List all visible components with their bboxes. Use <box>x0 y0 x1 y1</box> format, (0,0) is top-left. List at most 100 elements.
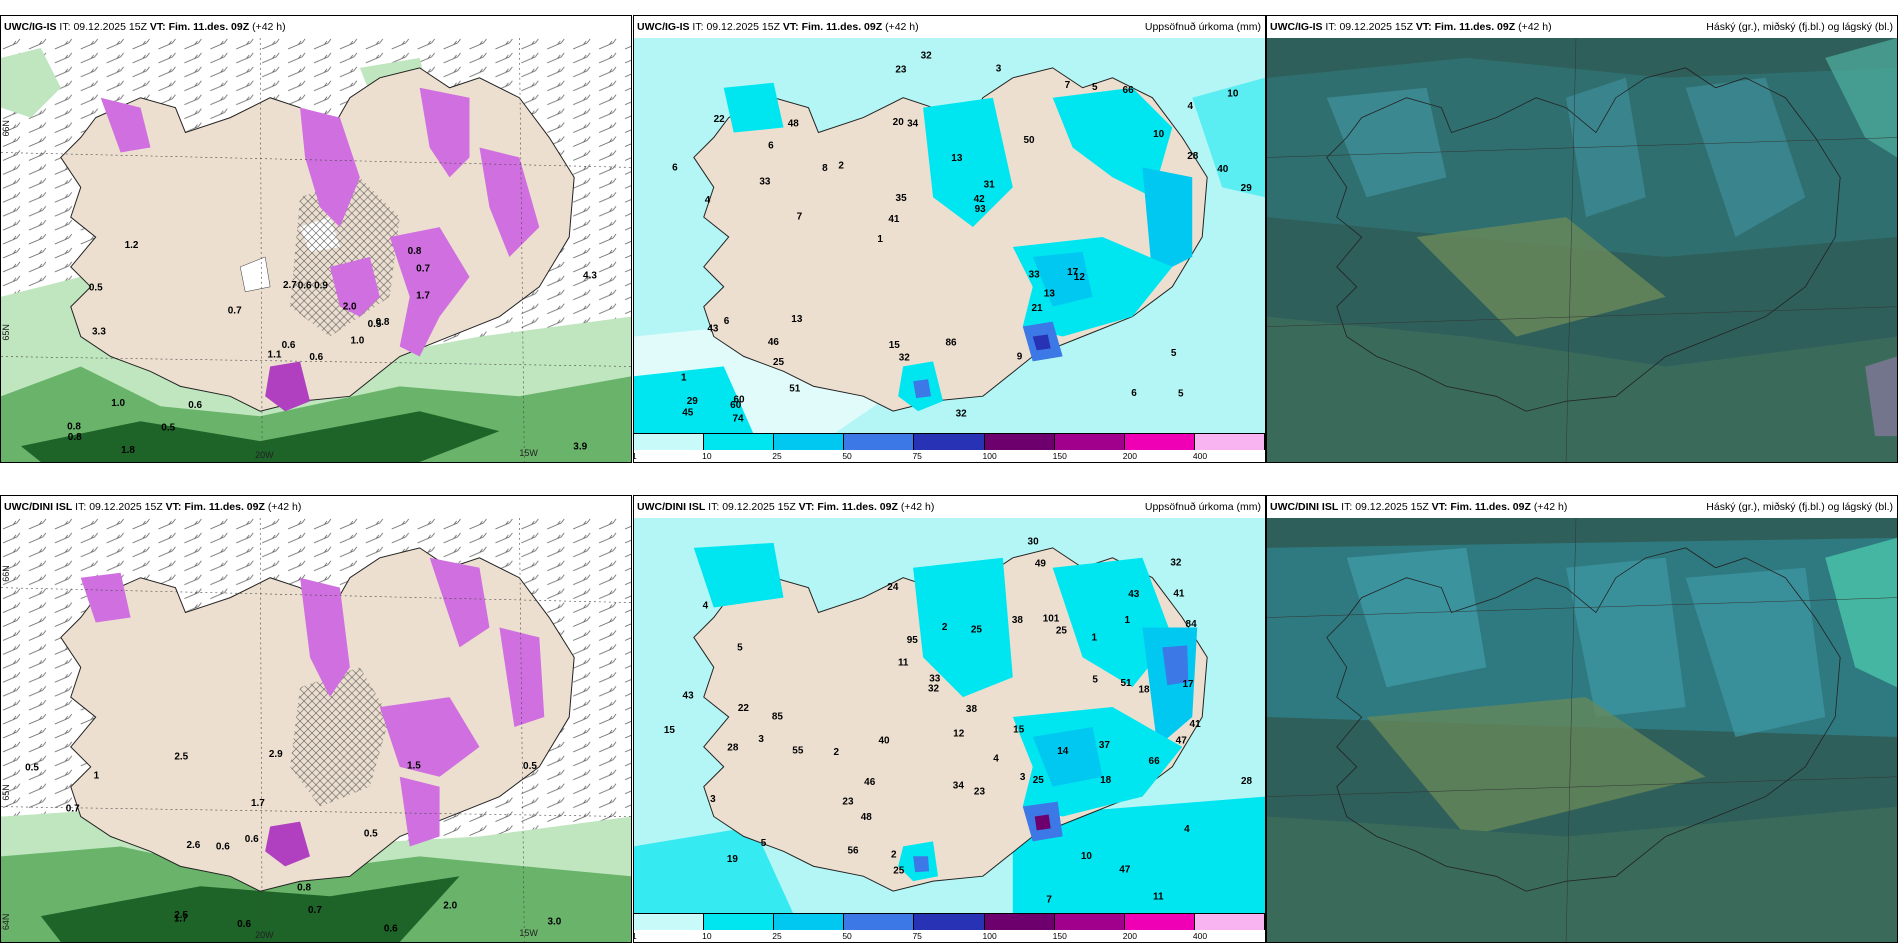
colorbar-segment <box>984 434 1055 450</box>
value-label: 0.7 <box>66 804 80 815</box>
value-label: 43 <box>1128 589 1140 600</box>
valid-time: Fim. 11.des. 09Z <box>184 501 265 513</box>
colorbar-tick: 50 <box>842 451 852 461</box>
value-label: 7 <box>1065 80 1071 91</box>
field-title: Háský (gr.), miðský (fj.bl.) og lágský (… <box>1706 21 1893 33</box>
colorbar-segment <box>774 434 845 450</box>
cloud-map <box>1267 518 1897 942</box>
value-label: 1.5 <box>407 761 421 772</box>
value-label: 95 <box>907 635 919 646</box>
colorbar-segment <box>704 434 775 450</box>
value-label: 2 <box>891 849 897 860</box>
value-label: 0.5 <box>25 763 39 774</box>
colorbar-tick: 25 <box>772 451 782 461</box>
value-label: 29 <box>687 396 699 407</box>
value-label: 2 <box>838 160 844 171</box>
value-label: 31 <box>984 179 996 190</box>
value-label: 32 <box>928 684 940 695</box>
value-label: 25 <box>773 357 785 368</box>
value-label: 47 <box>1176 735 1188 746</box>
value-label: 5 <box>737 643 743 654</box>
value-label: 2.7 <box>283 280 297 291</box>
value-label: 9 <box>1017 352 1023 363</box>
colorbar-tick: 50 <box>842 931 852 941</box>
snow-band <box>389 227 470 357</box>
value-label: 3 <box>758 734 764 745</box>
value-label: 93 <box>975 204 987 215</box>
value-label: 3.9 <box>573 441 587 452</box>
colorbar-segment <box>844 434 915 450</box>
value-label: 48 <box>861 812 873 823</box>
value-label: 85 <box>772 712 784 723</box>
colorbar-segment <box>1054 914 1125 930</box>
value-label: 6 <box>1131 388 1137 399</box>
value-label: 101 <box>1043 614 1060 625</box>
value-label: 1.1 <box>268 350 282 361</box>
value-label: 22 <box>738 703 750 714</box>
value-label: 49 <box>1035 558 1047 569</box>
model-name: UWC/IG-IS <box>637 21 690 33</box>
colorbar: 1 10 25 50 75 100 150 200 400 <box>634 913 1265 942</box>
value-label: 17 <box>1067 267 1079 278</box>
value-label: 24 <box>887 582 899 593</box>
value-label: 22 <box>714 114 726 125</box>
lead-time: (+42 h) <box>900 501 935 513</box>
value-label: 46 <box>864 777 876 788</box>
value-label: 1 <box>1091 632 1097 643</box>
colorbar-segment <box>844 914 915 930</box>
svg-text:65N: 65N <box>1 324 11 340</box>
value-label: 47 <box>1119 864 1131 875</box>
value-label: 17 <box>1182 679 1194 690</box>
panel-precip-dini: UWC/DINI ISL IT: 09.12.2025 15Z VT: Fim.… <box>633 495 1266 943</box>
value-label: 1.7 <box>416 291 430 302</box>
value-label: 1.0 <box>350 336 364 347</box>
value-label: 4.3 <box>583 270 597 281</box>
colorbar-segment <box>1124 914 1195 930</box>
value-label: 11 <box>898 657 909 668</box>
svg-text:65N: 65N <box>1 784 11 800</box>
lead-time: (+42 h) <box>1518 21 1552 33</box>
value-label: 5 <box>1092 674 1098 685</box>
valid-time: Fim. 11.des. 09Z <box>1434 21 1516 33</box>
value-label: 4 <box>703 601 709 612</box>
value-label: 0.5 <box>523 761 537 772</box>
model-name: UWC/DINI ISL <box>4 501 73 513</box>
value-label: 3.0 <box>547 916 561 927</box>
field-title: Háský (gr.), miðský (fj.bl.) og lágský (… <box>1706 501 1893 513</box>
snow-map: 66N 65N 64N 20W 15W 0.6 0.6 2.5 2.0 2.5 1 2.6 3… <box>1 518 631 942</box>
colorbar-segment <box>1054 434 1125 450</box>
value-label: 46 <box>768 337 780 348</box>
panel-snow-igis: UWC/IG-IS IT: 09.12.2025 15Z VT: Fim. 11… <box>0 15 632 463</box>
value-label: 43 <box>683 691 695 702</box>
rain-area-darkest <box>20 411 500 462</box>
value-label: 0.5 <box>364 829 378 840</box>
value-label: 1.7 <box>251 798 265 809</box>
valid-time: Fim. 11.des. 09Z <box>1450 501 1531 513</box>
colorbar-tick: 75 <box>912 451 922 461</box>
value-label: 37 <box>1099 740 1111 751</box>
colorbar-tick: 100 <box>982 451 997 461</box>
value-label: 40 <box>1217 164 1229 175</box>
value-label: 2.6 <box>187 840 201 851</box>
value-label: 5 <box>761 838 767 849</box>
value-label: 1.2 <box>125 240 139 251</box>
value-label: 4 <box>993 754 999 765</box>
value-label: 0.6 <box>237 919 251 930</box>
value-label: 0.6 <box>309 352 323 363</box>
panel-header: UWC/DINI ISL IT: 09.12.2025 15Z VT: Fim.… <box>4 501 302 513</box>
valid-time: Fim. 11.des. 09Z <box>801 21 883 33</box>
value-label: 0.8 <box>67 422 81 433</box>
colorbar: 1 10 25 50 75 100 150 200 400 <box>634 433 1265 462</box>
colorbar-segment <box>1124 434 1195 450</box>
value-label: 0.6 <box>188 400 202 411</box>
colorbar-segment <box>1194 434 1265 450</box>
value-label: 5 <box>1171 348 1177 359</box>
value-label: 7 <box>1046 894 1052 905</box>
model-name: UWC/IG-IS <box>1270 21 1323 33</box>
field-title: Uppsöfnuð úrkoma (mm) <box>1144 501 1261 513</box>
value-label: 13 <box>951 153 963 164</box>
value-label: 0.5 <box>161 423 175 434</box>
value-label: 66 <box>1149 756 1161 767</box>
value-label: 0.6 <box>216 841 230 852</box>
value-label: 3 <box>1020 772 1026 783</box>
